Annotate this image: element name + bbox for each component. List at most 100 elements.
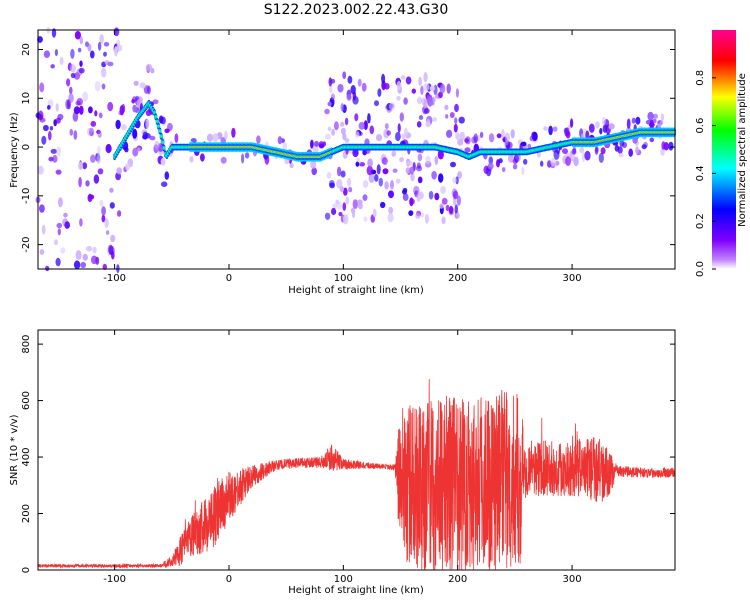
spectrogram-cell — [99, 200, 104, 207]
spectrogram-cell — [441, 216, 446, 225]
spectrogram-cell — [378, 177, 383, 187]
spectrogram-cell — [387, 213, 394, 223]
spectrogram-cell — [548, 125, 553, 136]
spectrogram-cell — [619, 139, 625, 147]
spectrogram-cell — [37, 165, 44, 175]
spectrogram-cell — [439, 83, 446, 94]
spectrogram-cell — [357, 78, 362, 87]
spectrogram-cell — [504, 132, 510, 143]
spectrogram-cell — [579, 147, 585, 154]
spectrogram-cell — [119, 105, 125, 116]
spectrogram-cell — [367, 113, 371, 124]
spectrogram-cell — [660, 113, 665, 121]
spectrogram-cell — [189, 156, 194, 163]
spectrogram-cell — [408, 210, 414, 217]
spectrogram-cell — [51, 28, 57, 38]
spectrogram-cell — [424, 213, 429, 224]
spectrogram-cell — [77, 47, 82, 53]
spectrogram-cell — [339, 186, 345, 193]
x-tick-label: 300 — [563, 574, 582, 585]
spectrogram-cell — [104, 218, 109, 229]
spectrogram-cell — [336, 179, 343, 189]
spectrogram-cell — [50, 148, 57, 154]
spectrogram-cell — [117, 210, 122, 217]
spectrogram-cell — [415, 213, 421, 220]
spectrogram-cell — [160, 157, 166, 166]
spectrogram-cell — [244, 152, 250, 159]
spectrogram-cell — [571, 148, 577, 155]
spectrogram-cell — [39, 249, 45, 255]
spectrogram-cell — [324, 133, 331, 140]
spectrogram-cell — [649, 119, 654, 130]
spectrogram-cell — [132, 104, 137, 113]
spectrogram-cell — [264, 154, 270, 165]
snr-series — [38, 378, 675, 570]
spectrogram-cell — [420, 85, 424, 95]
spectrogram-ridge-cell — [154, 115, 158, 118]
spectrogram-cell — [384, 181, 389, 190]
spectrogram-cell — [145, 119, 150, 129]
spectrogram-cell — [628, 148, 633, 157]
spectrogram-cell — [402, 193, 409, 202]
spectrogram-cell — [54, 49, 59, 56]
spectrogram-cell — [344, 117, 349, 126]
spectrogram-cell — [635, 146, 639, 154]
spectrogram-cell — [116, 167, 122, 175]
spectrogram-cell — [76, 98, 84, 106]
spectrogram-cell — [440, 185, 447, 195]
spectrogram-cell — [608, 123, 615, 130]
spectrogram-cell — [441, 197, 448, 205]
spectrogram-cell — [381, 157, 388, 166]
spectrogram-cell — [79, 60, 83, 67]
spectrogram-cell — [90, 120, 97, 127]
spectrogram-cell — [231, 127, 236, 138]
spectrogram-cell — [55, 169, 62, 175]
spectrogram-cell — [598, 152, 604, 163]
spectrogram-cell — [37, 36, 43, 43]
spectrogram-cell — [452, 176, 457, 184]
spectrogram-cell — [488, 133, 495, 143]
spectrogram-cell — [358, 122, 365, 130]
spectrogram-cell — [154, 140, 160, 150]
spectrogram-cell — [115, 119, 121, 130]
spectrogram-cell — [454, 212, 460, 219]
spectrogram-cell — [421, 97, 427, 105]
spectrogram-cell — [336, 201, 342, 211]
spectrogram-y-axis-label: Frequency (Hz) — [9, 112, 20, 188]
colorbar-tick-label: 0.2 — [695, 213, 706, 229]
spectrogram-cell — [347, 75, 353, 84]
spectrogram-cell — [418, 76, 422, 86]
spectrogram-cell — [521, 166, 525, 176]
spectrogram-cell — [381, 83, 387, 89]
spectrogram-cell — [454, 204, 458, 214]
spectrogram-cell — [381, 73, 386, 84]
colorbar: 0.0 0.2 0.4 0.6 0.8 Normalized spectral ampl… — [695, 30, 748, 277]
spectrogram-cell — [434, 192, 440, 201]
spectrogram-cell — [409, 197, 414, 207]
snr-y-axis-label: SNR (10 * v/v) — [9, 414, 20, 485]
spectrogram-cell — [429, 85, 435, 92]
spectrogram-cell — [68, 93, 74, 103]
spectrogram-cell — [352, 199, 358, 210]
spectrogram-cell — [277, 136, 283, 145]
spectrogram-cell — [86, 245, 93, 252]
spectrogram-cell — [363, 120, 368, 131]
spectrogram-cell — [543, 126, 548, 131]
spectrogram-cell — [89, 127, 95, 137]
spectrogram-cell — [70, 48, 75, 59]
spectrogram-cell — [540, 160, 544, 167]
spectrogram-ridge-cell — [152, 111, 156, 114]
colorbar-tick-label: 0.4 — [695, 165, 706, 181]
spectrogram-cell — [417, 176, 423, 184]
spectrogram-cell — [652, 118, 657, 124]
spectrogram-cell — [363, 216, 368, 222]
spectrogram-cell — [344, 138, 350, 143]
spectrogram-cell — [405, 167, 411, 174]
spectrogram-cell — [125, 163, 130, 171]
spectrogram-cell — [416, 96, 423, 105]
spectrogram-cell — [423, 108, 430, 114]
spectrogram-cell — [54, 239, 58, 246]
spectrogram-cell — [464, 147, 471, 153]
